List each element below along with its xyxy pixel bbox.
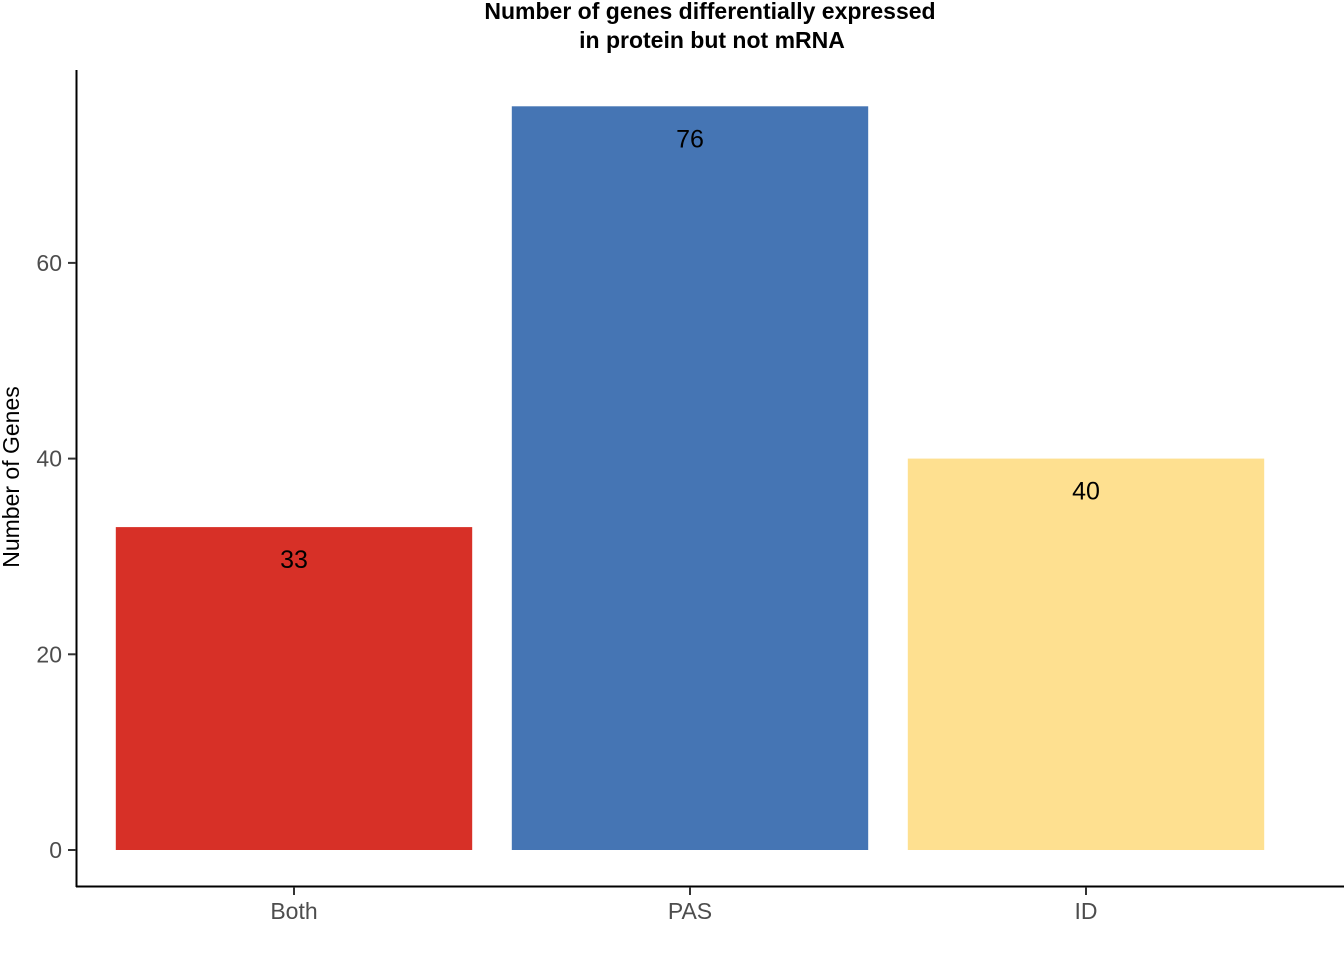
bar-pas — [511, 106, 869, 851]
x-axis-ticks: Both PAS ID — [270, 887, 1098, 924]
data-label-both: 33 — [280, 546, 308, 574]
bar-data-labels: 33 76 40 — [280, 125, 1100, 574]
y-tick-label-0: 0 — [49, 837, 62, 863]
y-tick-label-40: 40 — [36, 446, 62, 472]
x-tick-label-pas: PAS — [668, 898, 712, 924]
x-tick-label-both: Both — [270, 898, 317, 924]
chart-title-line-1: Number of genes differentially expressed — [484, 0, 935, 24]
y-axis-ticks: 0 20 40 60 — [36, 250, 76, 863]
x-tick-label-id: ID — [1075, 898, 1098, 924]
data-label-id: 40 — [1072, 478, 1100, 506]
bar-id — [907, 458, 1265, 850]
y-tick-label-20: 20 — [36, 641, 62, 667]
y-tick-label-60: 60 — [36, 250, 62, 276]
y-axis-title: Number of Genes — [0, 386, 24, 568]
chart-title-line-2: in protein but not mRNA — [579, 27, 845, 53]
data-label-pas: 76 — [676, 125, 704, 153]
chart-title: Number of genes differentially expressed… — [484, 0, 935, 53]
bars — [115, 106, 1265, 851]
bar-both — [115, 527, 473, 850]
